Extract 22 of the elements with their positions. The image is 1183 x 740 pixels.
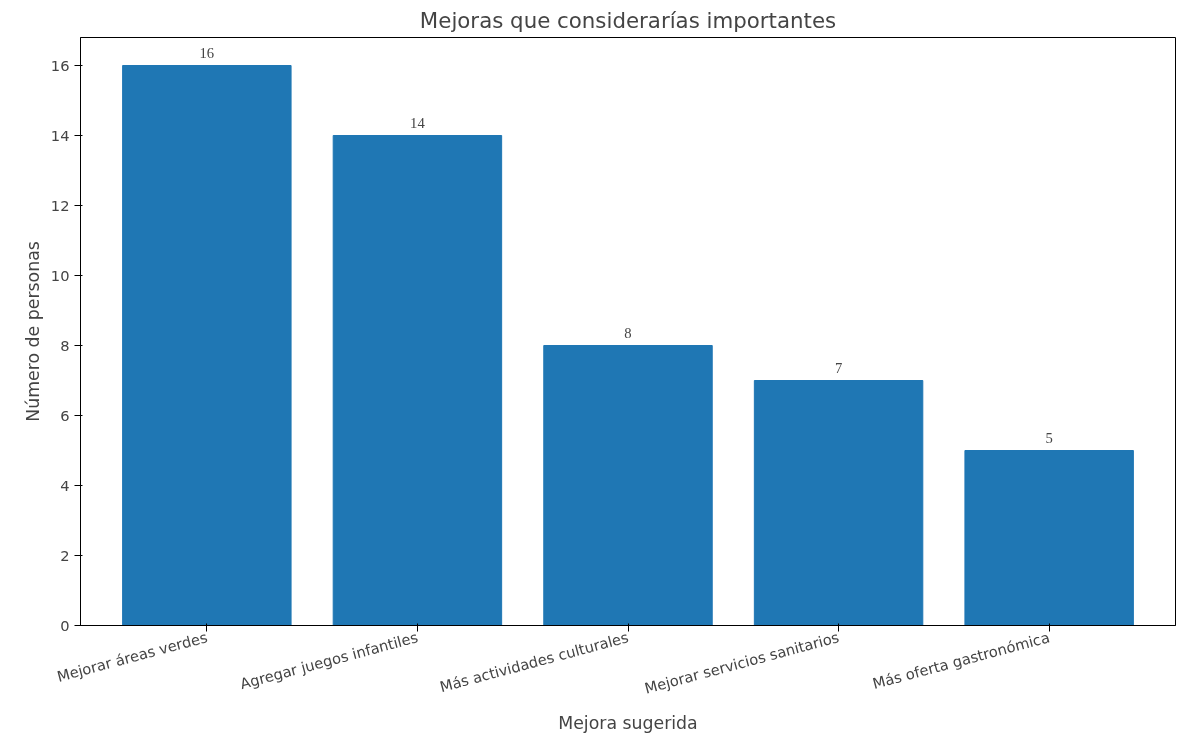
y-tick-label: 6 xyxy=(60,406,70,424)
bar xyxy=(122,65,292,626)
y-tick-label: 0 xyxy=(60,616,70,634)
y-tick-label: 2 xyxy=(60,546,70,564)
y-tick-label: 14 xyxy=(50,126,70,144)
y-tick-label: 10 xyxy=(50,266,70,284)
y-axis-title: Número de personas xyxy=(22,241,43,422)
bar xyxy=(332,135,503,626)
y-tick-label: 16 xyxy=(50,56,70,74)
bar xyxy=(543,345,713,626)
data-label: 14 xyxy=(410,114,426,131)
bar xyxy=(964,450,1134,626)
y-tick-label: 12 xyxy=(50,196,70,214)
data-label: 7 xyxy=(834,359,843,376)
chart-title: Mejoras que considerarías importantes xyxy=(419,7,837,33)
x-axis-title: Mejora sugerida xyxy=(558,712,698,733)
y-tick-label: 8 xyxy=(60,336,70,354)
y-tick-label: 4 xyxy=(60,476,70,494)
data-label: 8 xyxy=(624,324,632,341)
bar xyxy=(753,380,924,626)
data-label: 16 xyxy=(199,44,215,61)
data-label: 5 xyxy=(1045,429,1053,446)
